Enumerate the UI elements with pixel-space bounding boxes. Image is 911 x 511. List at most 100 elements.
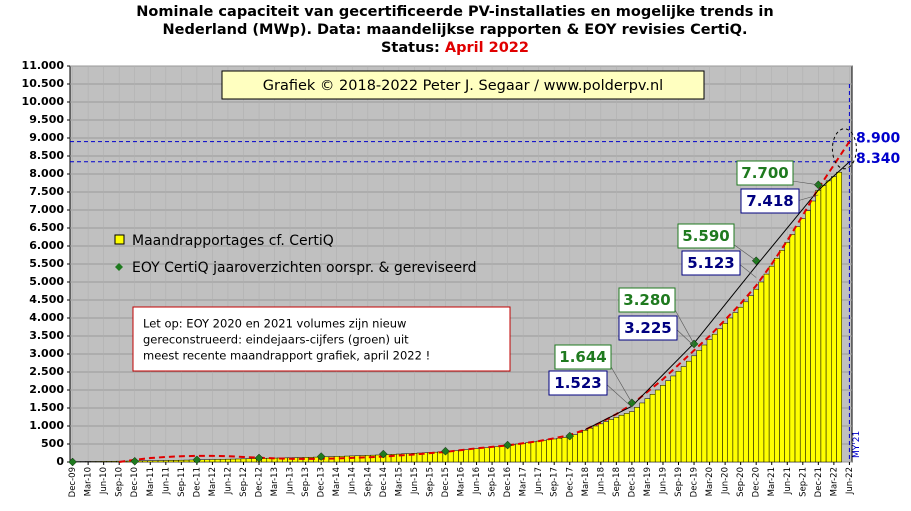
bar xyxy=(810,200,816,463)
y-tick-label: 9.000 xyxy=(29,131,64,144)
bar xyxy=(240,458,247,463)
x-tick-label: Jun-11 xyxy=(161,467,171,495)
note-box xyxy=(132,306,511,372)
bar xyxy=(649,394,656,463)
bar xyxy=(509,444,516,463)
y-tick-label: 2.000 xyxy=(29,383,64,396)
bar xyxy=(452,450,459,463)
bar xyxy=(235,458,242,463)
bar xyxy=(597,423,604,463)
x-tick-label: Jun-12 xyxy=(223,467,233,495)
bar xyxy=(665,380,671,463)
bar xyxy=(789,234,796,463)
label-connector xyxy=(609,364,633,403)
bar xyxy=(85,461,91,463)
bar xyxy=(147,460,154,463)
bar xyxy=(799,218,806,463)
label-connector xyxy=(673,307,695,345)
eoy-revised-label-box xyxy=(677,223,735,249)
bar xyxy=(530,441,537,463)
x-tick-label: Sep-15 xyxy=(425,467,435,497)
bar xyxy=(100,461,107,463)
chart-status: Status: April 2022 xyxy=(381,40,529,56)
bar xyxy=(204,459,211,463)
highlight-circle xyxy=(831,128,857,170)
bar xyxy=(90,461,97,463)
x-tick-label: Mar-20 xyxy=(705,467,715,496)
bar xyxy=(245,458,252,463)
bar xyxy=(468,448,475,463)
x-tick-label: Sep-19 xyxy=(674,467,684,497)
y-tick-label: 10.000 xyxy=(22,95,65,108)
label-connector xyxy=(796,194,819,202)
bar xyxy=(691,355,697,463)
legend-swatch xyxy=(114,234,125,245)
bar xyxy=(686,360,692,463)
bar xyxy=(608,419,615,463)
eoy-original-label-box xyxy=(681,250,741,276)
bar xyxy=(779,250,785,463)
bar xyxy=(463,449,470,463)
eoy-original-label: 1.523 xyxy=(554,374,601,392)
eoy-original-label-box xyxy=(618,315,678,341)
y-tick-label: 8.000 xyxy=(29,167,64,180)
bar xyxy=(680,366,687,463)
y-tick-label: 0 xyxy=(56,455,64,468)
x-tick-label: Mar-14 xyxy=(332,467,342,496)
x-tick-label: Jun-14 xyxy=(348,467,358,495)
y-tick-label: 6.500 xyxy=(29,221,64,234)
eoy-revised-label: 1.644 xyxy=(559,348,606,366)
eoy-revised-label-box xyxy=(554,344,612,370)
bar xyxy=(644,398,651,463)
x-tick-label: Jun-16 xyxy=(472,467,482,495)
note-line: gereconstrueerd: eindejaars-cijfers (gro… xyxy=(143,333,409,347)
trend-line xyxy=(119,141,851,463)
bar xyxy=(639,402,646,463)
legend-swatch xyxy=(115,263,123,271)
label-connector xyxy=(604,382,633,408)
eoy-revised-label-box xyxy=(618,287,676,313)
y-tick-label: 1.000 xyxy=(29,419,64,432)
bar xyxy=(820,185,827,463)
x-tick-label: Sep-18 xyxy=(612,467,622,497)
bar xyxy=(711,333,718,463)
x-tick-label: Dec-16 xyxy=(503,467,513,497)
bar xyxy=(706,339,713,463)
x-tick-label: Sep-12 xyxy=(239,467,249,497)
x-tick-label: Mar-13 xyxy=(270,467,280,496)
bar xyxy=(157,460,164,463)
legend-label: EOY CertiQ jaaroverzichten oorspr. & ger… xyxy=(132,260,477,276)
eoy-point xyxy=(503,440,512,450)
x-tick-label: Jun-19 xyxy=(658,467,668,495)
bar xyxy=(794,226,801,463)
bar xyxy=(520,443,526,463)
eoy-original-label: 7.418 xyxy=(746,192,793,210)
bar xyxy=(613,417,620,463)
bar xyxy=(225,458,231,463)
bar xyxy=(737,306,744,463)
bar xyxy=(168,460,174,463)
x-tick-label: Jun-10 xyxy=(99,467,109,495)
x-tick-label: Dec-21 xyxy=(814,467,824,497)
x-tick-label: Mar-18 xyxy=(581,467,591,496)
bar xyxy=(701,344,708,463)
x-tick-label: Mar-11 xyxy=(146,467,156,496)
bar xyxy=(546,439,552,463)
bar xyxy=(836,171,842,463)
reference-label: 8.340 xyxy=(856,151,901,167)
bar xyxy=(251,458,257,463)
bar xyxy=(696,350,703,463)
x-tick-label: Jun-15 xyxy=(410,467,420,495)
label-connector xyxy=(737,262,757,278)
bar xyxy=(825,180,832,463)
bar xyxy=(209,459,216,463)
note-line: meest recente maandrapport grafiek, apri… xyxy=(143,349,430,363)
bar xyxy=(535,440,542,463)
y-tick-label: 9.500 xyxy=(29,113,64,126)
y-tick-label: 6.000 xyxy=(29,239,64,252)
x-tick-label: Dec-17 xyxy=(565,467,575,497)
x-tick-label: Mar-19 xyxy=(643,467,653,496)
bar xyxy=(447,450,454,463)
legend-label: Maandrapportages cf. CertiQ xyxy=(132,233,334,249)
